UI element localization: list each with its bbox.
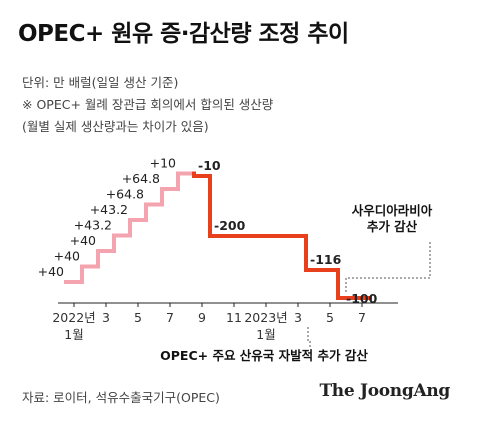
point-label-2023-06: -100: [346, 291, 378, 306]
footnote-2: (월별 실제 생산량과는 차이가 있음): [22, 119, 209, 134]
x-tick-label-5: 11: [226, 310, 242, 325]
point-label-2022-10: -200: [214, 218, 246, 233]
x-tick-label-3: 7: [166, 310, 174, 325]
point-label-2022-07: +64.8: [122, 171, 160, 186]
footnote-1: ※ OPEC+ 월례 장관급 회의에서 합의된 생산량: [22, 97, 274, 112]
x-tick-label-8: 5: [326, 310, 334, 325]
annotation-saudi-leader: [345, 240, 431, 292]
x-subtick-label-0: 1월: [64, 327, 83, 342]
point-label-2023-04: -116: [310, 252, 342, 267]
point-label-2022-08: +10: [150, 156, 176, 171]
brand-logo: The JoongAng: [319, 381, 450, 401]
source-note: 자료: 로이터, 석유수출국기구(OPEC): [22, 390, 220, 405]
x-tick-label-9: 7: [358, 310, 366, 325]
unit-note: 단위: 만 배럴(일일 생산 기준): [22, 75, 179, 90]
annotation-voluntary-label: OPEC+ 주요 산유국 자발적 추가 감산: [160, 348, 368, 363]
x-tick-label-0: 2022년: [52, 310, 95, 325]
x-tick-label-7: 3: [294, 310, 302, 325]
x-subtick-label-6: 1월: [256, 327, 275, 342]
point-label-2022-03: +40: [70, 233, 96, 248]
point-label-2022-09: -10: [198, 158, 221, 173]
point-label-2022-05: +43.2: [90, 202, 128, 217]
x-tick-label-6: 2023년: [244, 310, 287, 325]
annotation-voluntary-leader: [307, 327, 311, 347]
page-title: OPEC+ 원유 증·감산량 조정 추이: [18, 21, 349, 47]
x-tick-label-1: 3: [102, 310, 110, 325]
annotation-saudi-line-1: 사우디아라비아: [352, 203, 433, 218]
point-label-2022-01: +40: [38, 264, 64, 279]
x-tick-label-2: 5: [134, 310, 142, 325]
annotation-saudi-line-2: 추가 감산: [367, 219, 418, 234]
point-label-2022-04: +43.2: [74, 218, 112, 233]
x-tick-label-4: 9: [198, 310, 206, 325]
point-label-2022-06: +64.8: [106, 187, 144, 202]
point-label-2022-02: +40: [54, 249, 80, 264]
